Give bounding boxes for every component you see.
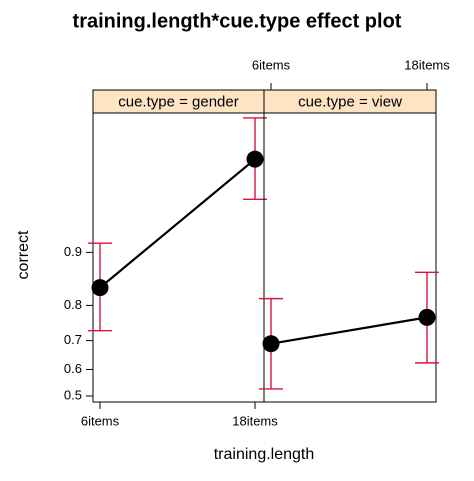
effect-line [270,316,428,345]
point [246,150,264,168]
y-tick-label: 0.9 [64,244,82,259]
chart-title: training.length*cue.type effect plot [73,10,402,32]
panel [263,112,437,403]
x-tick-label: 18items [232,413,278,428]
y-axis-label: correct [15,230,32,279]
x-tick-label: 6items [81,413,120,428]
y-tick-label: 0.8 [64,297,82,312]
strip [263,89,437,114]
y-tick-label: 0.5 [64,387,82,402]
strip-label: cue.type = view [298,93,402,110]
x-tick-label: 6items [252,57,291,72]
y-tick-label: 0.6 [64,361,82,376]
y-tick-label: 0.7 [64,332,82,347]
point [91,279,109,297]
effect-line [99,158,256,289]
panel [92,112,265,403]
point [262,335,280,353]
x-tick-label: 18items [404,57,450,72]
strip-label: cue.type = gender [118,93,239,110]
x-axis-label: training.length [214,446,315,463]
point [418,308,436,326]
